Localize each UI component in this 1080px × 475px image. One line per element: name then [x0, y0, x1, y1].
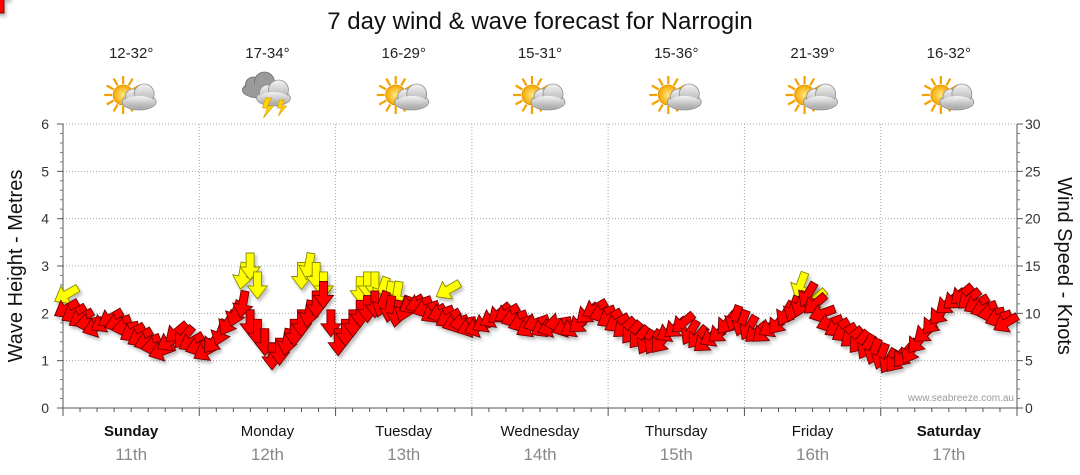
grid-lines	[63, 123, 1017, 408]
y-right-tick-label: 0	[1025, 400, 1033, 416]
day-date: 14th	[523, 445, 556, 464]
day-name: Thursday	[645, 423, 708, 440]
gust-arrow	[246, 271, 269, 300]
wind-arrow	[993, 312, 1020, 333]
wind-arrow	[0, 0, 5, 14]
cloud-shape	[939, 83, 975, 111]
y-right-tick-label: 10	[1025, 305, 1041, 321]
y-left-tick-label: 3	[41, 258, 49, 274]
day-name: Sunday	[104, 423, 159, 440]
day-forecast: 21-39°	[785, 45, 838, 114]
day-forecast: 17-34°	[242, 45, 291, 119]
y-left-tick-label: 5	[41, 163, 49, 179]
lightning-bolt	[261, 97, 275, 119]
temperature-range: 12-32°	[109, 45, 153, 62]
cloud-shape	[394, 83, 430, 111]
partly-cloudy-sun-icon	[649, 76, 702, 114]
day-forecast: 12-32°	[104, 45, 157, 114]
temperature-range: 21-39°	[790, 45, 834, 62]
partly-cloudy-sun-icon	[376, 76, 430, 114]
day-date: 11th	[115, 445, 147, 464]
y-left-tick-label: 0	[41, 400, 49, 416]
cloud-shape	[803, 83, 838, 111]
y-right-tick-label: 20	[1025, 211, 1041, 227]
day-name: Friday	[792, 423, 834, 440]
lightning-bolt	[276, 99, 288, 117]
wind-arrow	[312, 280, 335, 310]
day-forecast: 15-31°	[513, 45, 566, 114]
y-axis-left-title: Wave Height - Metres	[5, 170, 27, 363]
day-forecast: 15-36°	[649, 45, 702, 114]
wind-arrow	[671, 310, 697, 333]
y-left-tick-label: 2	[41, 305, 49, 321]
axes: 0 1 2 3 4 5 6 0 5 10 15 20 25 30	[41, 116, 1041, 416]
day-forecast: 16-32°	[921, 45, 975, 114]
y-right-tick-label: 25	[1025, 163, 1041, 179]
temperature-range: 16-32°	[927, 45, 971, 62]
day-date: 15th	[660, 445, 693, 464]
temperature-range: 16-29°	[382, 45, 426, 62]
day-date: 17th	[932, 445, 965, 464]
partly-cloudy-sun-icon	[513, 76, 566, 114]
y-right-tick-label: 30	[1025, 116, 1041, 132]
y-left-tick-label: 4	[41, 211, 49, 227]
partly-cloudy-sun-icon	[921, 76, 975, 114]
day-name: Saturday	[917, 423, 982, 440]
gust-arrow	[53, 283, 81, 305]
cloud-shape	[666, 83, 702, 111]
cloud-shape	[530, 83, 566, 111]
day-labels: Sunday 11th Monday 12th Tuesday 13th Wednesday…	[104, 423, 982, 464]
day-name: Monday	[241, 423, 295, 440]
day-date: 12th	[251, 445, 284, 464]
temperature-range: 17-34°	[245, 45, 289, 62]
partly-cloudy-sun-icon	[785, 76, 838, 114]
wind-arrows	[0, 0, 1020, 374]
thunderstorm-icon	[242, 71, 291, 119]
y-axis-right-title: Wind Speed - Knots	[1053, 177, 1075, 355]
y-right-tick-label: 15	[1025, 258, 1041, 274]
y-left-tick-label: 6	[41, 116, 49, 132]
day-forecast: 16-29°	[376, 45, 430, 114]
day-name: Tuesday	[375, 423, 432, 440]
day-date: 16th	[796, 445, 829, 464]
day-name: Wednesday	[501, 423, 580, 440]
y-left-tick-label: 1	[41, 353, 49, 369]
daily-weather-header: 12-32° 17-34° 16-29° 15-31° 15-36° 21-39° 16-3…	[104, 45, 975, 119]
watermark: www.seabreeze.com.au	[907, 393, 1014, 404]
y-right-tick-label: 5	[1025, 353, 1033, 369]
day-date: 13th	[387, 445, 420, 464]
cloud-shape	[121, 83, 157, 111]
chart-title: 7 day wind & wave forecast for Narrogin	[327, 8, 753, 35]
gust-arrow	[435, 279, 463, 300]
temperature-range: 15-31°	[518, 45, 562, 62]
partly-cloudy-sun-icon	[104, 76, 157, 114]
temperature-range: 15-36°	[654, 45, 698, 62]
